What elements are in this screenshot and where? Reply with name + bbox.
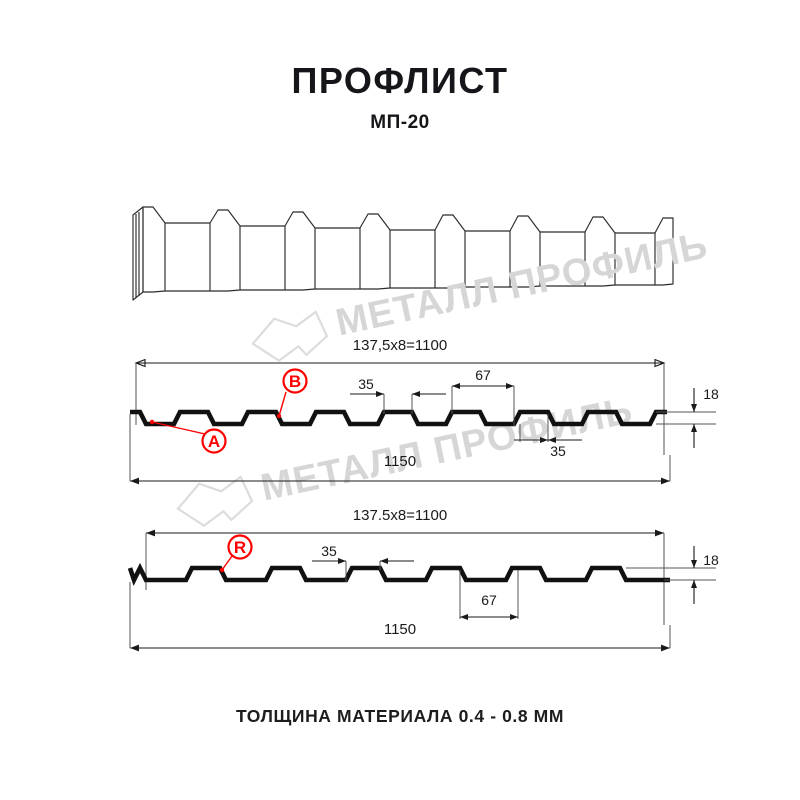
- watermark-upper: МЕТАЛЛ ПРОФИЛЬ: [251, 225, 712, 362]
- dim-bottom-overall-label-2: 1150: [384, 621, 416, 638]
- marker-b: B: [276, 368, 308, 419]
- dim-35-upper-left-label-2: 35: [321, 543, 337, 559]
- dim-67-upper-label: 67: [475, 367, 491, 383]
- dim-height-18-label-2: 18: [703, 552, 719, 568]
- marker-r-label: R: [234, 538, 246, 557]
- dim-bottom-overall-label: 1150: [384, 453, 416, 470]
- watermark-text: МЕТАЛЛ ПРОФИЛЬ: [257, 390, 636, 510]
- marker-a: A: [149, 419, 227, 454]
- cross-section-top: 137,5x8=1100 35 67 35 18: [129, 337, 719, 485]
- material-thickness-note: ТОЛЩИНА МАТЕРИАЛА 0.4 - 0.8 ММ: [235, 706, 565, 726]
- cross-section-bottom: 137.5x8=1100 35 67 18 1150: [127, 507, 719, 652]
- dim-top-overall-label: 137,5x8=1100: [353, 337, 447, 354]
- dim-top-overall-label-2: 137.5x8=1100: [353, 507, 447, 524]
- marker-b-label: B: [289, 372, 301, 391]
- marker-a-label: A: [208, 432, 220, 451]
- dim-35-lower-right-label: 35: [550, 443, 566, 459]
- dim-height-18-label: 18: [703, 386, 719, 402]
- isometric-profile-view: [132, 206, 674, 301]
- dim-67-lower-label: 67: [481, 592, 497, 608]
- dim-35-upper-left-label: 35: [358, 376, 374, 392]
- marker-r: R: [219, 534, 253, 573]
